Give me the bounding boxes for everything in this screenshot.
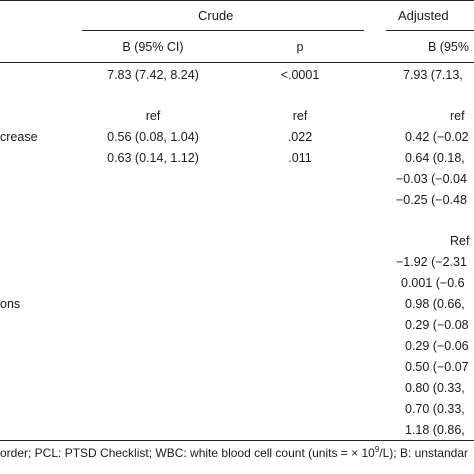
adjusted-b-cell: 0.80 (0.33, [405, 381, 465, 395]
adjusted-b-cell: ref [450, 109, 465, 123]
crude-p-cell: ref [292, 109, 308, 123]
table-footnote: order; PCL: PTSD Checklist; WBC: white b… [0, 445, 468, 461]
crude-group-rule [82, 30, 364, 31]
header-p-crude: p [296, 40, 304, 54]
header-bottom-rule [0, 62, 474, 63]
crude-p-cell: .022 [287, 130, 313, 144]
adjusted-b-cell: 0.64 (0.18, [405, 151, 465, 165]
crude-b-cell: 7.83 (7.42, 8.24) [107, 68, 199, 82]
adjusted-b-cell: 0.29 (−0.06 [405, 339, 469, 353]
crude-b-cell: ref [145, 109, 161, 123]
crude-b-cell: 0.56 (0.08, 1.04) [107, 130, 199, 144]
header-crude: Crude [198, 8, 234, 23]
header-b-ci-crude: B (95% CI) [122, 40, 184, 54]
adjusted-b-cell: 0.29 (−0.08 [405, 318, 469, 332]
table-top-rule [0, 0, 474, 1]
adjusted-b-cell: −0.03 (−0.04 [396, 172, 467, 186]
adjusted-b-cell: 0.42 (−0.02 [405, 130, 469, 144]
adjusted-b-cell: Ref [450, 234, 470, 248]
adjusted-b-cell: 1.18 (0.86, [405, 423, 465, 437]
adjusted-group-rule [386, 30, 474, 31]
crude-p-cell: <.0001 [280, 68, 320, 82]
header-b-ci-adjusted: B (95% [428, 40, 469, 54]
footnote-text-continued: /L); B: unstandar [379, 446, 468, 460]
adjusted-b-cell: 0.50 (−0.07 [405, 360, 469, 374]
row-label: crease [0, 130, 38, 144]
crude-b-cell: 0.63 (0.14, 1.12) [107, 151, 199, 165]
adjusted-b-cell: 0.001 (−0.6 [401, 276, 465, 290]
footnote-text: order; PCL: PTSD Checklist; WBC: white b… [0, 446, 375, 460]
adjusted-b-cell: −0.25 (−0.48 [396, 193, 467, 207]
footnote-superscript: 9 [374, 445, 380, 454]
adjusted-b-cell: 0.98 (0.66, [405, 297, 465, 311]
adjusted-b-cell: 7.93 (7.13, [403, 68, 463, 82]
header-adjusted: Adjusted [398, 8, 449, 23]
adjusted-b-cell: 0.70 (0.33, [405, 402, 465, 416]
table-bottom-rule [0, 440, 474, 441]
adjusted-b-cell: −1.92 (−2.31 [396, 255, 467, 269]
row-label: ons [0, 297, 21, 311]
crude-p-cell: .011 [288, 151, 312, 165]
